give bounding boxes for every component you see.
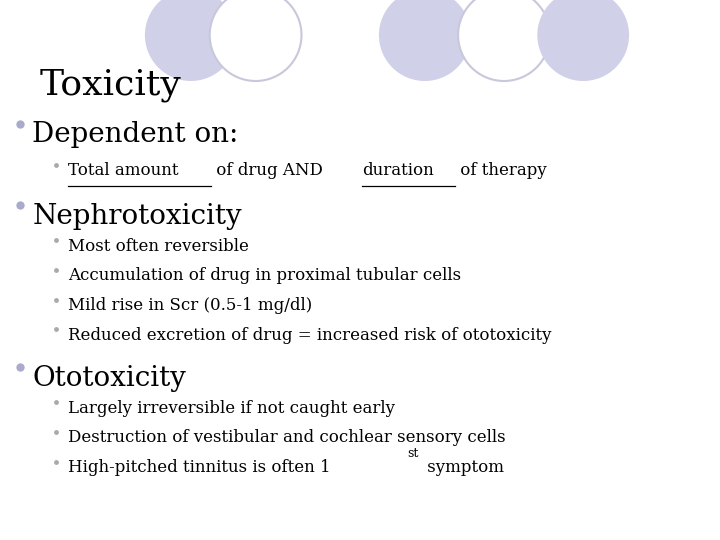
Text: of therapy: of therapy — [455, 162, 546, 179]
Text: Largely irreversible if not caught early: Largely irreversible if not caught early — [68, 400, 395, 416]
Text: Mild rise in Scr (0.5-1 mg/dl): Mild rise in Scr (0.5-1 mg/dl) — [68, 297, 312, 314]
Text: Accumulation of drug in proximal tubular cells: Accumulation of drug in proximal tubular… — [68, 267, 462, 284]
Text: Reduced excretion of drug = increased risk of ototoxicity: Reduced excretion of drug = increased ri… — [68, 327, 552, 343]
Text: duration: duration — [362, 162, 434, 179]
Ellipse shape — [379, 0, 471, 81]
Text: Total amount: Total amount — [68, 162, 179, 179]
Text: Most often reversible: Most often reversible — [68, 238, 249, 254]
Ellipse shape — [210, 0, 302, 81]
Ellipse shape — [537, 0, 629, 81]
Text: Toxicity: Toxicity — [40, 68, 181, 102]
Text: of drug AND: of drug AND — [211, 162, 328, 179]
Ellipse shape — [145, 0, 237, 81]
Text: High-pitched tinnitus is often 1: High-pitched tinnitus is often 1 — [68, 459, 331, 476]
Text: symptom: symptom — [422, 459, 504, 476]
Text: st: st — [408, 447, 418, 460]
Text: Nephrotoxicity: Nephrotoxicity — [32, 202, 242, 230]
Text: Ototoxicity: Ototoxicity — [32, 364, 186, 391]
Text: Dependent on:: Dependent on: — [32, 122, 239, 148]
Text: Destruction of vestibular and cochlear sensory cells: Destruction of vestibular and cochlear s… — [68, 429, 506, 446]
Ellipse shape — [458, 0, 550, 81]
